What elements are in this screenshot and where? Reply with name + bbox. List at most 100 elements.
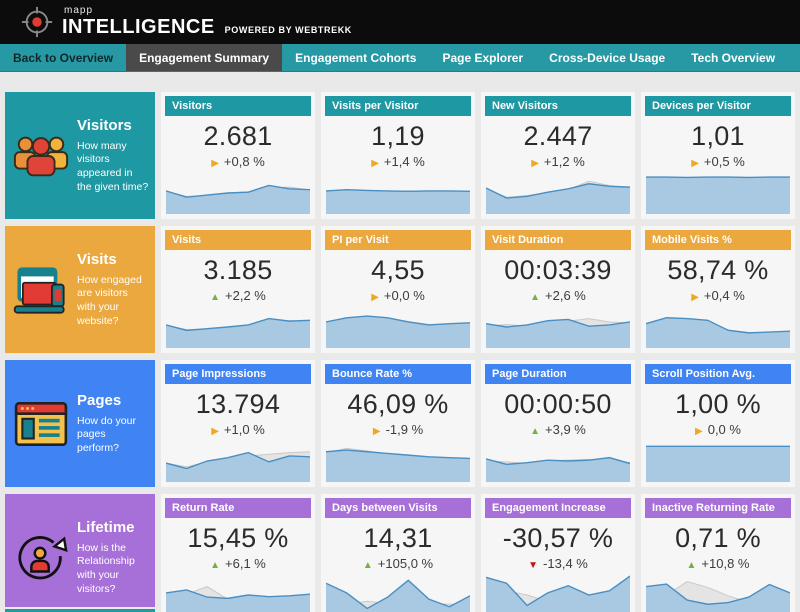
sparkline-chart (166, 306, 310, 348)
kpi-change: +0,8 % (161, 154, 315, 169)
trend-arrow-icon (211, 158, 219, 169)
section-title: Visitors (77, 116, 132, 134)
kpi-change: +2,6 % (481, 288, 635, 303)
kpi-title: Inactive Returning Rate (645, 498, 791, 518)
kpi-change-value: +0,0 % (383, 288, 425, 303)
people-icon (5, 129, 77, 183)
kpi-value: 1,00 % (675, 389, 761, 419)
sparkline-chart (646, 172, 790, 214)
section-description: How is the Relationship with your visito… (77, 541, 135, 595)
kpi-card-devices-per-visitor[interactable]: Devices per Visitor 1,01 +0,5 % (641, 92, 795, 219)
kpi-change-value: -1,9 % (385, 422, 424, 437)
returning-user-icon (5, 531, 77, 585)
kpi-title: Visits per Visitor (325, 96, 471, 116)
kpi-value: 00:00:50 (504, 389, 612, 419)
kpi-title: Bounce Rate % (325, 364, 471, 384)
kpi-card-pi-per-visit[interactable]: PI per Visit 4,55 +0,0 % (321, 226, 475, 353)
sparkline-chart (646, 306, 790, 348)
tab-page-path-explorer[interactable]: Page Path Explorer (788, 44, 800, 71)
kpi-change-value: +1,0 % (223, 422, 265, 437)
brand-powered-by: POWERED BY WEBTREKK (224, 25, 352, 35)
trend-arrow-icon (210, 292, 220, 303)
kpi-card-visits[interactable]: Visits 3.185 +2,2 % (161, 226, 315, 353)
trend-arrow-icon (530, 426, 540, 437)
trend-arrow-icon (531, 158, 539, 169)
kpi-card-visits-per-visitor[interactable]: Visits per Visitor 1,19 +1,4 % (321, 92, 475, 219)
kpi-change-value: +2,6 % (545, 288, 586, 303)
kpi-card-return-rate[interactable]: Return Rate 15,45 % +6,1 % (161, 494, 315, 612)
kpi-change-value: +0,5 % (703, 154, 745, 169)
sparkline-chart (486, 574, 630, 612)
kpi-title: Scroll Position Avg. (645, 364, 791, 384)
sparkline-chart (326, 574, 470, 612)
trend-arrow-icon (691, 158, 699, 169)
kpi-card-days-between-visits[interactable]: Days between Visits 14,31 +105,0 % (321, 494, 475, 612)
kpi-value: 46,09 % (347, 389, 449, 419)
sparkline-chart (646, 574, 790, 612)
kpi-value: -30,57 % (502, 523, 614, 553)
kpi-change: -13,4 % (481, 556, 635, 571)
kpi-change: +2,2 % (161, 288, 315, 303)
kpi-card-new-visitors[interactable]: New Visitors 2.447 +1,2 % (481, 92, 635, 219)
kpi-change-value: +1,4 % (383, 154, 425, 169)
section-description: How do your pages perform? (77, 414, 136, 454)
tab-page-explorer[interactable]: Page Explorer (442, 50, 524, 65)
kpi-title: Engagement Increase (485, 498, 631, 518)
kpi-card-scroll-position[interactable]: Scroll Position Avg. 1,00 % 0,0 % (641, 360, 795, 487)
sparkline-chart (486, 440, 630, 482)
kpi-change-value: +0,4 % (703, 288, 745, 303)
tab-tech-overview[interactable]: Tech Overview (691, 50, 776, 65)
kpi-title: Devices per Visitor (645, 96, 791, 116)
trend-arrow-icon (371, 158, 379, 169)
sparkline-chart (326, 306, 470, 348)
section-title: Lifetime (77, 518, 135, 536)
kpi-title: Return Rate (165, 498, 311, 518)
kpi-value: 4,55 (371, 255, 425, 285)
sparkline-chart (486, 306, 630, 348)
tab-cross-device-usage[interactable]: Cross-Device Usage (549, 50, 666, 65)
kpi-card-engagement-increase[interactable]: Engagement Increase -30,57 % -13,4 % (481, 494, 635, 612)
section-title: Pages (77, 391, 122, 409)
kpi-value: 15,45 % (187, 523, 289, 553)
kpi-title: Page Impressions (165, 364, 311, 384)
section-visitors: Visitors How many visitors appeared in t… (5, 92, 795, 219)
kpi-change-value: +105,0 % (377, 556, 434, 571)
kpi-card-inactive-returning-rate[interactable]: Inactive Returning Rate 0,71 % +10,8 % (641, 494, 795, 612)
kpi-title: New Visitors (485, 96, 631, 116)
sparkline-chart (646, 440, 790, 482)
tab-engagement-summary[interactable]: Engagement Summary (126, 44, 283, 71)
sparkline-chart (166, 574, 310, 612)
kpi-change: +1,4 % (321, 154, 475, 169)
kpi-title: Visits (165, 230, 311, 250)
kpi-card-page-impressions[interactable]: Page Impressions 13.794 +1,0 % (161, 360, 315, 487)
kpi-change: +1,2 % (481, 154, 635, 169)
kpi-value: 00:03:39 (504, 255, 612, 285)
section-card-visits: Visits How engaged are visitors with you… (5, 226, 155, 353)
kpi-card-visit-duration[interactable]: Visit Duration 00:03:39 +2,6 % (481, 226, 635, 353)
kpi-change: +3,9 % (481, 422, 635, 437)
kpi-change: +1,0 % (161, 422, 315, 437)
mapp-logo-icon (20, 5, 54, 39)
dashboard-nav: Back to Overview Engagement Summary Enga… (0, 44, 800, 72)
section-pages: Pages How do your pages perform? Page Im… (5, 360, 795, 487)
kpi-value: 14,31 (363, 523, 433, 553)
trend-arrow-icon (210, 560, 220, 571)
kpi-change-value: +0,8 % (223, 154, 265, 169)
kpi-card-bounce-rate[interactable]: Bounce Rate % 46,09 % -1,9 % (321, 360, 475, 487)
tab-engagement-cohorts[interactable]: Engagement Cohorts (295, 50, 417, 65)
tab-back-to-overview[interactable]: Back to Overview (13, 50, 114, 65)
section-card-pages: Pages How do your pages perform? (5, 360, 155, 487)
kpi-title: Days between Visits (325, 498, 471, 518)
kpi-value: 1,01 (691, 121, 745, 151)
next-section-peek (5, 607, 155, 612)
brand-intelligence: INTELLIGENCE (62, 16, 215, 38)
kpi-change: +6,1 % (161, 556, 315, 571)
kpi-card-visitors[interactable]: Visitors 2.681 +0,8 % (161, 92, 315, 219)
section-lifetime: Lifetime How is the Relationship with yo… (5, 494, 795, 612)
kpi-card-mobile-visits[interactable]: Mobile Visits % 58,74 % +0,4 % (641, 226, 795, 353)
kpi-change-value: 0,0 % (707, 422, 741, 437)
trend-arrow-icon (211, 426, 219, 437)
kpi-change: +10,8 % (641, 556, 795, 571)
kpi-card-page-duration[interactable]: Page Duration 00:00:50 +3,9 % (481, 360, 635, 487)
kpi-value: 1,19 (371, 121, 425, 151)
